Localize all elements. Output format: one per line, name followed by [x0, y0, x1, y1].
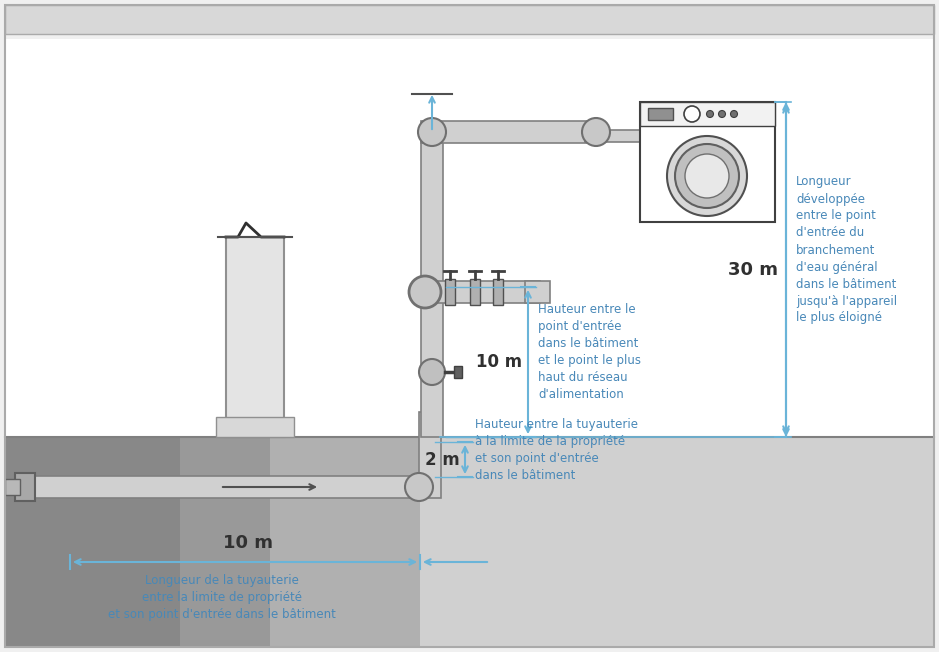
Text: Hauteur entre le
point d'entrée
dans le bâtiment
et le point le plus
haut du rés: Hauteur entre le point d'entrée dans le … — [538, 303, 641, 401]
Bar — [180, 437, 270, 647]
Bar — [493, 279, 503, 305]
Bar — [585, 130, 645, 142]
Bar — [5, 479, 20, 495]
Text: Hauteur entre la tuyauterie
à la limite de la propriété
et son point d'entrée
da: Hauteur entre la tuyauterie à la limite … — [475, 418, 638, 482]
Circle shape — [706, 110, 714, 117]
Bar — [648, 108, 673, 120]
Bar — [525, 281, 550, 303]
Circle shape — [685, 154, 729, 198]
Circle shape — [675, 144, 739, 208]
Text: Schéma 1 - Spécifications liées aux pertes de pression: Schéma 1 - Spécifications liées aux pert… — [236, 11, 702, 27]
Text: 10 m: 10 m — [476, 353, 522, 371]
Bar — [419, 412, 441, 498]
Bar — [425, 281, 540, 303]
Circle shape — [667, 136, 747, 216]
Circle shape — [718, 110, 726, 117]
Bar — [420, 437, 934, 647]
Circle shape — [731, 110, 737, 117]
Bar — [421, 132, 443, 437]
Bar — [640, 102, 775, 126]
Bar — [226, 237, 284, 437]
Bar — [470, 279, 480, 305]
Circle shape — [419, 359, 445, 385]
Text: 30 m: 30 m — [728, 261, 778, 279]
Bar — [421, 121, 599, 143]
Bar — [15, 473, 35, 501]
Circle shape — [684, 106, 700, 122]
Text: 2 m: 2 m — [425, 451, 460, 469]
Text: Longueur
développée
entre le point
d'entrée du
branchement
d'eau général
dans le: Longueur développée entre le point d'ent… — [796, 175, 897, 325]
Bar — [5, 5, 934, 34]
Circle shape — [418, 118, 446, 146]
Text: 10 m: 10 m — [223, 534, 273, 552]
Circle shape — [409, 276, 441, 308]
Bar — [445, 279, 455, 305]
Circle shape — [405, 473, 433, 501]
Bar — [30, 476, 425, 498]
Bar — [5, 437, 425, 647]
Text: Longueur de la tuyauterie
entre la limite de propriété
et son point d'entrée dan: Longueur de la tuyauterie entre la limit… — [108, 574, 336, 621]
Circle shape — [582, 118, 610, 146]
Bar — [216, 417, 294, 437]
Bar — [5, 437, 185, 647]
Bar — [640, 102, 775, 222]
Bar — [454, 366, 462, 378]
Bar — [5, 39, 934, 437]
